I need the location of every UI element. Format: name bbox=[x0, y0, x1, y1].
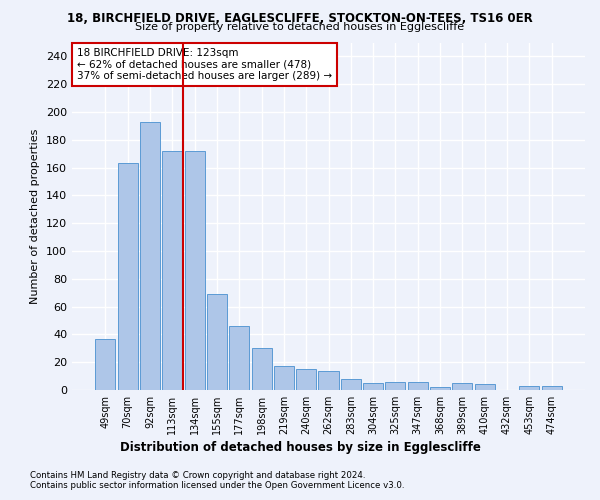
Bar bbox=[207, 294, 227, 390]
Bar bbox=[542, 386, 562, 390]
Bar bbox=[95, 338, 115, 390]
Bar bbox=[162, 151, 182, 390]
Text: Distribution of detached houses by size in Egglescliffe: Distribution of detached houses by size … bbox=[119, 441, 481, 454]
Bar bbox=[519, 386, 539, 390]
Bar bbox=[341, 379, 361, 390]
Bar bbox=[452, 383, 472, 390]
Bar bbox=[251, 348, 272, 390]
Bar bbox=[408, 382, 428, 390]
Bar bbox=[229, 326, 249, 390]
Bar bbox=[296, 369, 316, 390]
Bar bbox=[185, 151, 205, 390]
Text: 18 BIRCHFIELD DRIVE: 123sqm
← 62% of detached houses are smaller (478)
37% of se: 18 BIRCHFIELD DRIVE: 123sqm ← 62% of det… bbox=[77, 48, 332, 81]
Bar bbox=[385, 382, 406, 390]
Text: Contains public sector information licensed under the Open Government Licence v3: Contains public sector information licen… bbox=[30, 482, 404, 490]
Text: Contains HM Land Registry data © Crown copyright and database right 2024.: Contains HM Land Registry data © Crown c… bbox=[30, 472, 365, 480]
Bar bbox=[274, 366, 294, 390]
Bar bbox=[140, 122, 160, 390]
Bar bbox=[319, 370, 338, 390]
Y-axis label: Number of detached properties: Number of detached properties bbox=[31, 128, 40, 304]
Text: Size of property relative to detached houses in Egglescliffe: Size of property relative to detached ho… bbox=[136, 22, 464, 32]
Bar bbox=[475, 384, 495, 390]
Bar bbox=[430, 387, 450, 390]
Text: 18, BIRCHFIELD DRIVE, EAGLESCLIFFE, STOCKTON-ON-TEES, TS16 0ER: 18, BIRCHFIELD DRIVE, EAGLESCLIFFE, STOC… bbox=[67, 12, 533, 26]
Bar bbox=[363, 383, 383, 390]
Bar bbox=[118, 164, 138, 390]
